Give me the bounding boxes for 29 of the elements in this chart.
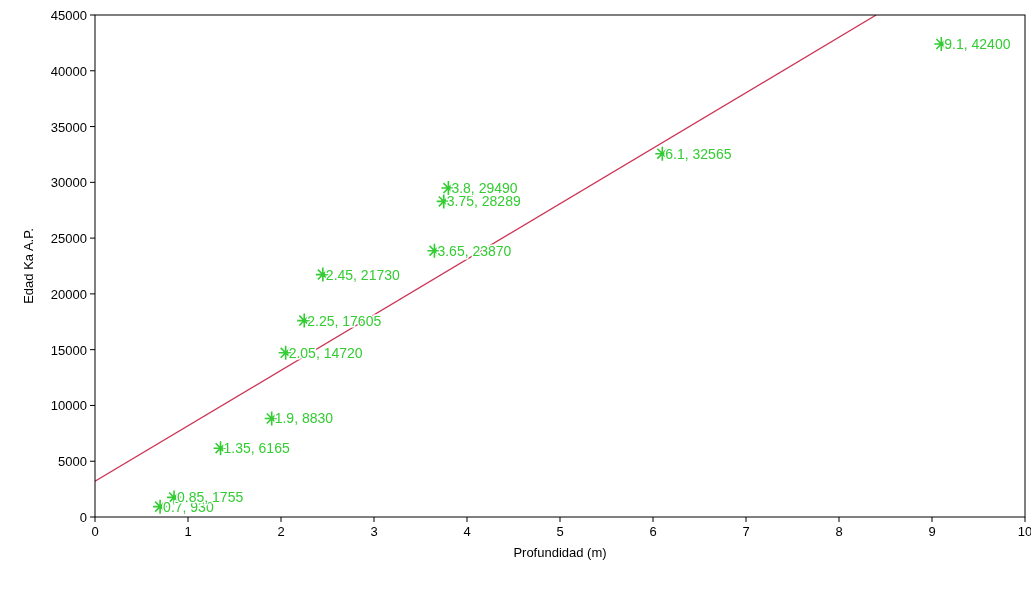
x-tick-label: 10 xyxy=(1017,524,1031,539)
y-tick-label: 45000 xyxy=(50,8,87,23)
y-tick-label: 25000 xyxy=(50,231,87,247)
x-tick-label: 5 xyxy=(556,524,564,539)
x-tick-label: 7 xyxy=(742,524,750,539)
x-tick-label: 6 xyxy=(649,524,657,539)
x-tick-label: 8 xyxy=(835,524,843,539)
x-tick-label: 4 xyxy=(463,524,471,539)
data-label: 3.8, 29490 xyxy=(451,180,518,197)
y-tick-label: 15000 xyxy=(50,342,87,358)
data-label: 2.45, 21730 xyxy=(325,266,401,283)
y-tick-label: 35000 xyxy=(50,119,87,135)
y-tick-label: 10000 xyxy=(50,398,87,414)
y-tick-label: 20000 xyxy=(50,286,87,302)
x-axis-title: Profundidad (m) xyxy=(513,545,607,560)
y-axis-title: Edad Ka A.P. xyxy=(21,228,36,304)
x-tick-label: 2 xyxy=(277,524,285,539)
y-tick-label: 0 xyxy=(79,510,87,525)
data-label: 1.35, 6165 xyxy=(223,440,290,457)
data-label: 9.1, 42400 xyxy=(944,36,1011,52)
data-label: 6.1, 32565 xyxy=(665,145,732,162)
data-label: 1.9, 8830 xyxy=(274,410,334,427)
y-tick-label: 30000 xyxy=(50,175,87,191)
y-tick-label: 5000 xyxy=(58,454,87,470)
x-tick-label: 3 xyxy=(370,524,378,539)
x-tick-label: 9 xyxy=(928,524,936,539)
x-tick-label: 0 xyxy=(91,524,99,539)
y-tick-label: 40000 xyxy=(50,63,87,79)
x-tick-label: 1 xyxy=(184,524,192,539)
